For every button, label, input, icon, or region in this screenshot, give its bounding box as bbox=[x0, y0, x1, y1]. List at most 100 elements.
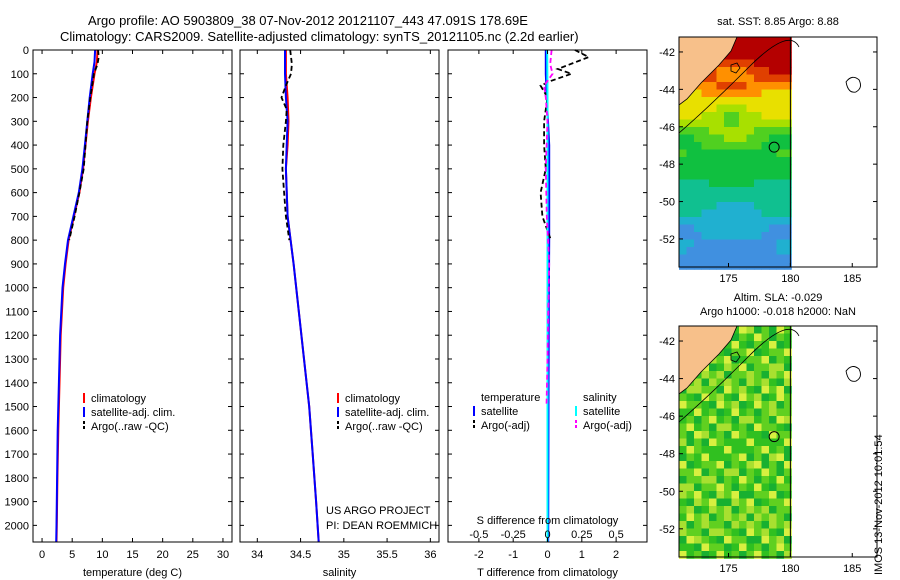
map-cell bbox=[776, 217, 785, 225]
map-cell bbox=[679, 247, 687, 255]
map-cell bbox=[716, 247, 725, 255]
map-cell bbox=[686, 453, 695, 462]
map-cell bbox=[716, 453, 725, 462]
series-line-temperature-2 bbox=[68, 49, 100, 241]
map-cell bbox=[716, 476, 725, 484]
map-y-tick-label: -52 bbox=[659, 524, 675, 536]
map-cell bbox=[679, 528, 687, 537]
map-cell bbox=[694, 239, 702, 248]
map-cell bbox=[731, 536, 740, 544]
map-cell bbox=[679, 506, 687, 514]
x-tick-label-salinity: 35.5 bbox=[376, 549, 397, 561]
map-cell bbox=[746, 416, 755, 424]
map-cell bbox=[776, 363, 785, 372]
map-cell bbox=[746, 378, 755, 387]
map-cell bbox=[679, 521, 687, 529]
map-cell bbox=[746, 127, 755, 135]
map-cell bbox=[739, 119, 747, 128]
map-cell bbox=[769, 247, 777, 255]
map-cell bbox=[769, 262, 777, 270]
map-cell bbox=[769, 393, 777, 402]
top-axis-label: S difference from climatology bbox=[477, 515, 619, 527]
map-cell bbox=[754, 363, 762, 372]
map-cell bbox=[776, 97, 785, 105]
map-cell bbox=[709, 431, 717, 439]
map-cell bbox=[716, 393, 725, 402]
map-cell bbox=[724, 67, 732, 75]
map-cell bbox=[754, 528, 762, 537]
map-y-tick-label: -44 bbox=[659, 84, 675, 96]
map-cell bbox=[746, 491, 755, 499]
map-cell bbox=[739, 416, 747, 424]
map-cell bbox=[769, 416, 777, 424]
map-cell bbox=[694, 187, 702, 195]
map-cell bbox=[739, 386, 747, 394]
map-cell bbox=[754, 194, 762, 203]
map-cell bbox=[746, 112, 755, 120]
map-cell bbox=[686, 187, 695, 195]
map-cell bbox=[724, 401, 732, 409]
map-cell bbox=[754, 239, 762, 248]
map-cell bbox=[769, 356, 777, 364]
map-cell bbox=[716, 202, 725, 210]
map-cell bbox=[754, 142, 762, 150]
map-cell bbox=[746, 239, 755, 248]
map-cell bbox=[761, 401, 770, 409]
map-cell bbox=[694, 127, 702, 135]
map-cell bbox=[784, 341, 792, 349]
map-cell bbox=[709, 438, 717, 447]
map-cell bbox=[679, 112, 687, 120]
top-tick-label: 0.5 bbox=[608, 529, 623, 541]
map-cell bbox=[776, 187, 785, 195]
map-cell bbox=[761, 543, 770, 552]
map-cell bbox=[784, 142, 792, 150]
map-cell bbox=[784, 112, 792, 120]
map-cell bbox=[754, 371, 762, 379]
map-cell bbox=[784, 326, 792, 334]
map-cell bbox=[716, 513, 725, 522]
map-cell bbox=[746, 134, 755, 143]
sla-map-title-2: Argo h1000: -0.018 h2000: NaN bbox=[700, 306, 856, 318]
map-cell bbox=[769, 513, 777, 522]
map-cell bbox=[716, 431, 725, 439]
map-cell bbox=[679, 142, 687, 150]
map-cell bbox=[724, 393, 732, 402]
map-cell bbox=[724, 341, 732, 349]
series-line-differences-1 bbox=[539, 49, 591, 241]
map-cell bbox=[776, 232, 785, 240]
difference-panel: -2 -1 0 1 2 T difference from climatology temp… bbox=[447, 49, 648, 579]
map-cell bbox=[709, 408, 717, 417]
map-cell bbox=[746, 232, 755, 240]
map-cell bbox=[709, 543, 717, 552]
map-cell bbox=[754, 506, 762, 514]
map-cell bbox=[694, 217, 702, 225]
map-cell bbox=[701, 172, 710, 180]
map-cell bbox=[754, 254, 762, 263]
map-cell bbox=[731, 423, 740, 432]
x-tick-label-differences: 0 bbox=[544, 549, 550, 561]
map-cell bbox=[679, 134, 687, 143]
map-cell bbox=[716, 543, 725, 552]
map-cell bbox=[731, 164, 740, 173]
map-cell bbox=[716, 82, 725, 90]
map-cell bbox=[716, 239, 725, 248]
map-cell bbox=[784, 104, 792, 113]
map-cell bbox=[724, 217, 732, 225]
map-cell bbox=[701, 104, 710, 113]
map-cell bbox=[739, 112, 747, 120]
map-cell bbox=[701, 386, 710, 394]
map-cell bbox=[694, 254, 702, 263]
map-cell bbox=[679, 254, 687, 263]
map-cell bbox=[724, 149, 732, 158]
map-cell bbox=[754, 37, 762, 45]
map-cell bbox=[716, 408, 725, 417]
map-cell bbox=[754, 543, 762, 552]
y-tick-label: 1800 bbox=[5, 473, 29, 485]
map-cell bbox=[724, 97, 732, 105]
map-cell bbox=[724, 521, 732, 529]
map-cell bbox=[679, 149, 687, 158]
map-cell bbox=[694, 393, 702, 402]
map-cell bbox=[731, 476, 740, 484]
map-cell bbox=[761, 408, 770, 417]
map-cell bbox=[709, 378, 717, 387]
